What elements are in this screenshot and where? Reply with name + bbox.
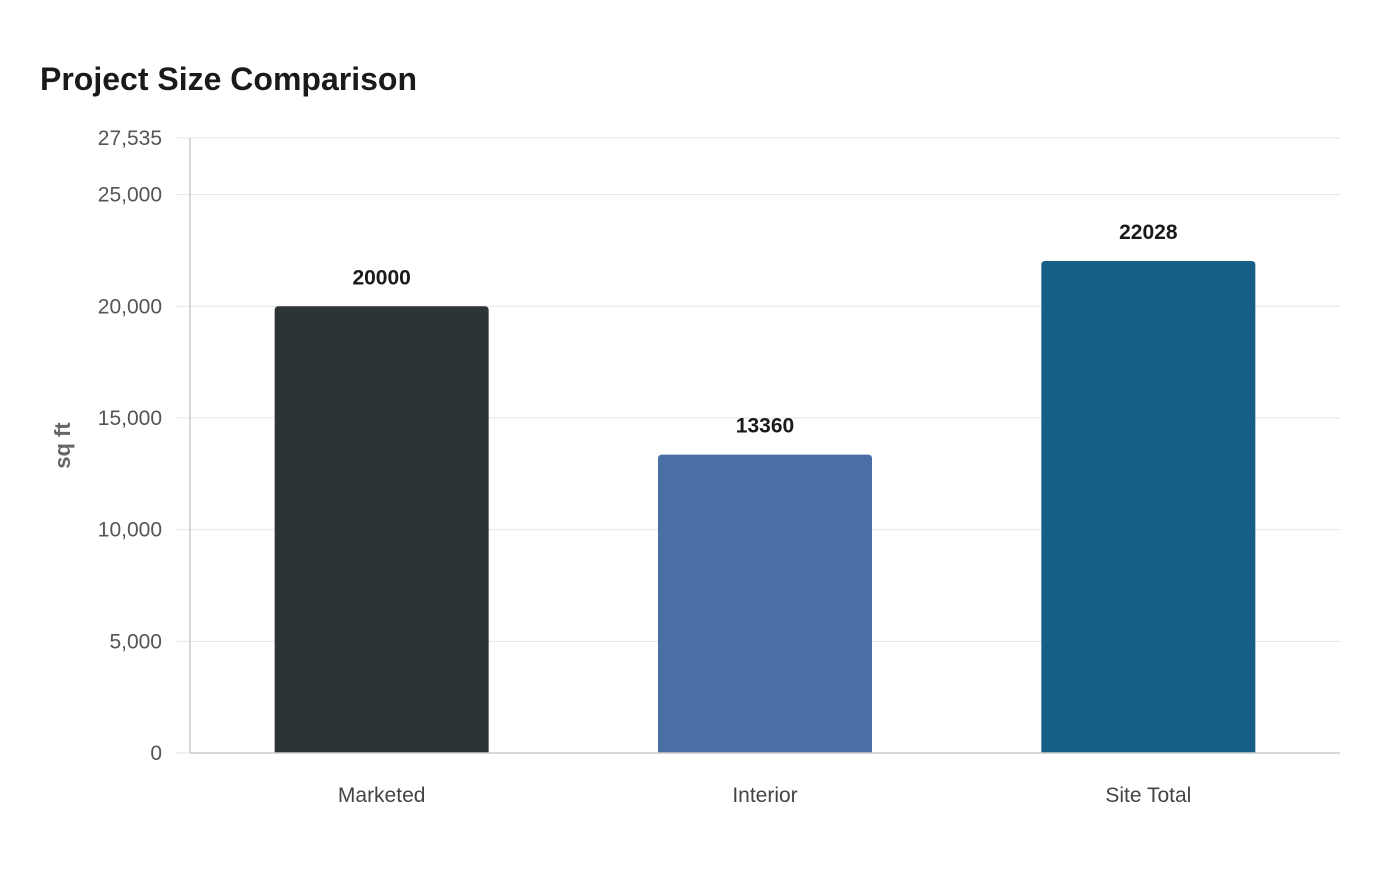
bar [1041,261,1256,753]
y-axis-title: sq ft [50,422,75,469]
y-tick-label: 20,000 [98,295,162,318]
y-axis-ticks: 0 5,000 10,000 15,000 20,000 25,000 27,535 [98,127,162,765]
bar-value-label: 20000 [352,266,410,289]
x-category-label: Interior [732,784,797,807]
value-labels: 20000 13360 22028 [352,221,1177,438]
y-tick-label: 5,000 [109,630,162,653]
y-tick-label: 27,535 [98,127,162,150]
x-axis-categories: Marketed Interior Site Total [338,784,1191,807]
y-tick-label: 25,000 [98,184,162,207]
bar-value-label: 22028 [1119,221,1178,244]
chart-title: Project Size Comparison [40,61,417,97]
y-tick-label: 15,000 [98,407,162,430]
y-tick-label: 0 [150,742,162,765]
y-tick-label: 10,000 [98,519,162,542]
bars [274,261,1256,753]
x-category-label: Site Total [1105,784,1191,807]
bar-value-label: 13360 [736,415,794,438]
x-category-label: Marketed [338,784,426,807]
bar [274,306,489,753]
bar [658,454,872,753]
